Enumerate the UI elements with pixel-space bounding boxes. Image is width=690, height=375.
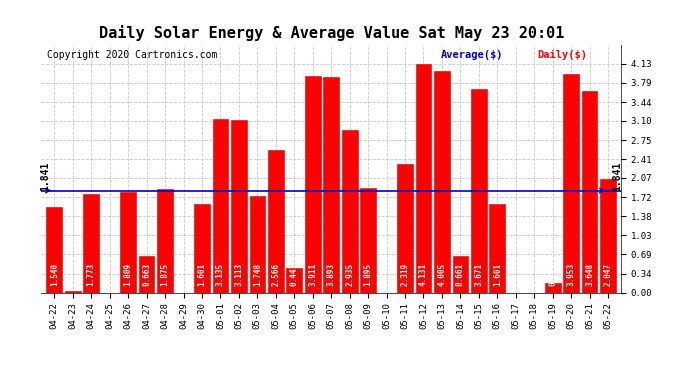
Bar bbox=[324, 77, 339, 292]
Text: Average($): Average($) bbox=[442, 50, 504, 60]
Text: Copyright 2020 Cartronics.com: Copyright 2020 Cartronics.com bbox=[47, 50, 217, 60]
Text: Daily($): Daily($) bbox=[537, 50, 587, 60]
Text: 2.935: 2.935 bbox=[345, 263, 354, 286]
Text: 3.113: 3.113 bbox=[235, 263, 244, 286]
Text: 4.131: 4.131 bbox=[419, 263, 428, 286]
Text: 0.661: 0.661 bbox=[456, 263, 465, 286]
Text: 0.663: 0.663 bbox=[142, 263, 151, 286]
Text: 3.671: 3.671 bbox=[474, 263, 484, 286]
Text: 3.911: 3.911 bbox=[308, 263, 317, 286]
Bar bbox=[415, 64, 431, 292]
Bar bbox=[194, 204, 210, 292]
Text: 1.875: 1.875 bbox=[161, 263, 170, 286]
Bar bbox=[453, 256, 469, 292]
Text: 1.773: 1.773 bbox=[87, 263, 96, 286]
Bar bbox=[250, 196, 265, 292]
Text: 1.748: 1.748 bbox=[253, 263, 262, 286]
Text: 1.601: 1.601 bbox=[197, 263, 206, 286]
Text: 0.447: 0.447 bbox=[290, 263, 299, 286]
Title: Daily Solar Energy & Average Value Sat May 23 20:01: Daily Solar Energy & Average Value Sat M… bbox=[99, 25, 564, 41]
Text: 2.047: 2.047 bbox=[604, 263, 613, 286]
Text: 1.809: 1.809 bbox=[124, 263, 132, 286]
Bar bbox=[545, 283, 560, 292]
Bar bbox=[489, 204, 505, 292]
Bar bbox=[582, 90, 598, 292]
Bar bbox=[471, 89, 486, 292]
Bar bbox=[120, 192, 136, 292]
Text: 4.005: 4.005 bbox=[437, 263, 446, 286]
Text: 3.893: 3.893 bbox=[326, 263, 336, 286]
Bar bbox=[563, 74, 579, 292]
Bar bbox=[83, 194, 99, 292]
Bar bbox=[65, 291, 81, 292]
Bar bbox=[342, 130, 357, 292]
Text: 1.540: 1.540 bbox=[50, 263, 59, 286]
Bar bbox=[139, 256, 155, 292]
Text: 1.841: 1.841 bbox=[40, 161, 50, 190]
Bar bbox=[286, 268, 302, 292]
Text: 3.648: 3.648 bbox=[585, 263, 594, 286]
Bar bbox=[360, 188, 376, 292]
Text: 1.841: 1.841 bbox=[612, 161, 622, 190]
Bar bbox=[397, 164, 413, 292]
Bar bbox=[268, 150, 284, 292]
Text: 0.173: 0.173 bbox=[548, 263, 558, 286]
Text: 2.566: 2.566 bbox=[271, 263, 280, 286]
Bar bbox=[231, 120, 247, 292]
Text: 2.319: 2.319 bbox=[400, 263, 410, 286]
Text: 3.953: 3.953 bbox=[566, 263, 575, 286]
Bar bbox=[600, 179, 616, 292]
Bar bbox=[46, 207, 62, 292]
Bar bbox=[157, 189, 173, 292]
Bar bbox=[213, 119, 228, 292]
Bar bbox=[434, 71, 450, 292]
Text: 1.601: 1.601 bbox=[493, 263, 502, 286]
Bar bbox=[305, 76, 321, 292]
Text: 3.135: 3.135 bbox=[216, 263, 225, 286]
Text: 1.895: 1.895 bbox=[364, 263, 373, 286]
